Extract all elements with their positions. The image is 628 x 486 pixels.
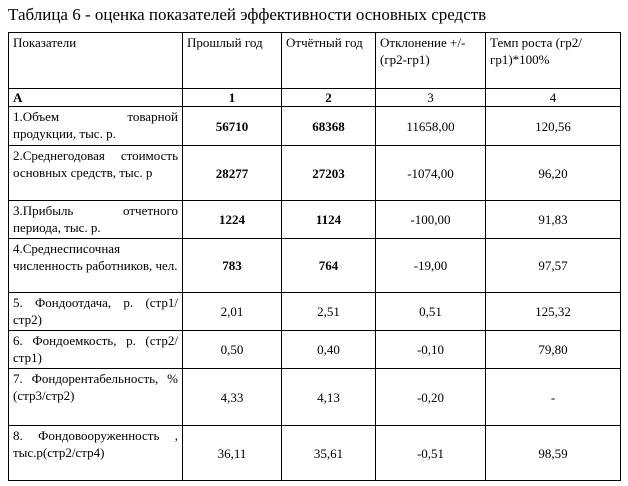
table-cell: - — [485, 368, 621, 426]
table-cell: 6. Фондоемкость, р. (стр2/стр1) — [8, 330, 183, 369]
table-cell: Прошлый год — [182, 32, 282, 89]
table-cell: -1074,00 — [375, 145, 486, 201]
table-cell: -19,00 — [375, 238, 486, 293]
table-cell: -0,20 — [375, 368, 486, 426]
table-cell: Отклонение +/- (гр2-гр1) — [375, 32, 486, 89]
table-cell: 120,56 — [485, 106, 621, 146]
table-cell: 4,33 — [182, 368, 282, 426]
table-cell: 96,20 — [485, 145, 621, 201]
table-cell: 79,80 — [485, 330, 621, 369]
table-cell: 11658,00 — [375, 106, 486, 146]
table-row: 8. Фондовооруженность , тыс.р(стр2/стр4)… — [8, 425, 621, 481]
table-body: Показатели Прошлый год Отчётный год Отклоне… — [8, 32, 621, 481]
table-cell: 2 — [281, 88, 376, 107]
table-row: 5. Фондоотдача, р. (стр1/стр2) 2,01 2,51 0,… — [8, 292, 621, 331]
table-cell: 764 — [281, 238, 376, 293]
table-cell: -0,51 — [375, 425, 486, 481]
table-cell: 91,83 — [485, 200, 621, 239]
table-cell: 27203 — [281, 145, 376, 201]
table-cell: 4.Среднесписочная численность работников… — [8, 238, 183, 293]
table-cell: 4,13 — [281, 368, 376, 426]
table-title: Таблица 6 - оценка показателей эффективн… — [8, 5, 487, 24]
table-cell: Темп роста (гр2/гр1)*100% — [485, 32, 621, 89]
table-cell: -0,10 — [375, 330, 486, 369]
table-cell: 0,51 — [375, 292, 486, 331]
table-cell: 0,40 — [281, 330, 376, 369]
table-cell: 5. Фондоотдача, р. (стр1/стр2) — [8, 292, 183, 331]
table-cell: 36,11 — [182, 425, 282, 481]
table-cell: 783 — [182, 238, 282, 293]
table-cell: 3.Прибыль отчетного периода, тыс. р. — [8, 200, 183, 239]
table-cell: 68368 — [281, 106, 376, 146]
table-row: 3.Прибыль отчетного периода, тыс. р. 1224… — [8, 200, 621, 239]
table-cell: 56710 — [182, 106, 282, 146]
table-cell: 2,01 — [182, 292, 282, 331]
table-cell: 8. Фондовооруженность , тыс.р(стр2/стр4) — [8, 425, 183, 481]
table-cell: -100,00 — [375, 200, 486, 239]
table-cell: 4 — [485, 88, 621, 107]
table-cell: 1224 — [182, 200, 282, 239]
table-row: 7. Фондорентабельность, % (стр3/стр2) 4,3… — [8, 368, 621, 426]
table-cell: 0,50 — [182, 330, 282, 369]
table-cell: 7. Фондорентабельность, % (стр3/стр2) — [8, 368, 183, 426]
table-cell: 1124 — [281, 200, 376, 239]
table-cell: 1.Объем товарной продукции, тыс. р. — [8, 106, 183, 146]
table-cell: 3 — [375, 88, 486, 107]
table-cell: 125,32 — [485, 292, 621, 331]
table-cell: 35,61 — [281, 425, 376, 481]
table-cell: А — [8, 88, 183, 107]
table-cell: 1 — [182, 88, 282, 107]
table-cell: Показатели — [8, 32, 183, 89]
table-cell: 2.Среднегодовая стоимость основных средс… — [8, 145, 183, 201]
table-cell: Отчётный год — [281, 32, 376, 89]
table-row: 2.Среднегодовая стоимость основных средс… — [8, 145, 621, 201]
table-cell: 2,51 — [281, 292, 376, 331]
table-cell: 97,57 — [485, 238, 621, 293]
table-row: 6. Фондоемкость, р. (стр2/стр1) 0,50 0,40-… — [8, 330, 621, 369]
table-cell: 98,59 — [485, 425, 621, 481]
table-row: 4.Среднесписочная численность работников… — [8, 238, 621, 293]
header-row: Показатели Прошлый год Отчётный год Отклоне… — [8, 32, 621, 89]
table-row: 1.Объем товарной продукции, тыс. р. 56710… — [8, 106, 621, 146]
table: Показатели Прошлый год Отчётный год Отклоне… — [8, 32, 621, 481]
table-cell: 28277 — [182, 145, 282, 201]
